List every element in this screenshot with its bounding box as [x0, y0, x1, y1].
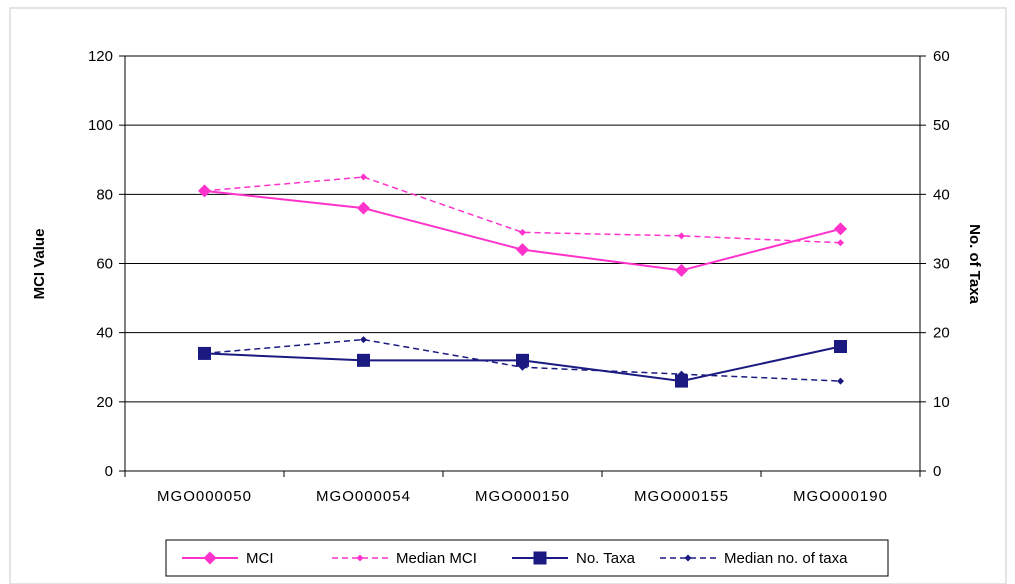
data-point [201, 349, 208, 357]
data-point [357, 353, 370, 367]
data-point [360, 336, 367, 344]
right-axis-ticks: 0 10 20 30 40 50 60 [920, 48, 950, 480]
x-tick-label: MGO000155 [634, 488, 729, 505]
y2-tick-label: 40 [933, 186, 950, 203]
data-point [519, 228, 526, 236]
data-point [834, 340, 847, 353]
legend-item: MCI [182, 550, 274, 567]
legend-label: No. Taxa [576, 550, 636, 567]
data-point [357, 201, 370, 215]
data-point [675, 374, 688, 388]
data-point [360, 173, 367, 181]
data-point [834, 222, 847, 236]
x-tick-label: MGO000190 [793, 488, 888, 505]
series-line [204, 176, 841, 244]
x-tick-label: MGO000054 [316, 488, 411, 505]
y-tick-label: 120 [88, 48, 113, 65]
data-point [201, 187, 208, 195]
y2-tick-label: 50 [933, 117, 950, 134]
y-tick-label: 20 [96, 394, 113, 411]
data-point [678, 370, 685, 378]
x-axis-ticks: MGO000050 MGO000054 MGO000150 MGO000155 MGO0… [124, 471, 921, 505]
data-point [837, 239, 844, 247]
data-point [684, 554, 692, 562]
legend-label: Median MCI [396, 550, 477, 567]
x-tick-label: MGO000150 [475, 488, 570, 505]
y2-axis-title: No. of Taxa [966, 224, 983, 304]
data-point [516, 243, 529, 257]
legend-item: Median no. of taxa [660, 550, 848, 567]
data-point [675, 263, 688, 277]
y2-tick-label: 20 [933, 325, 950, 342]
legend-item: Median MCI [332, 550, 477, 567]
y-tick-label: 40 [96, 325, 113, 342]
y-tick-label: 60 [96, 256, 113, 273]
legend-label: Median no. of taxa [724, 550, 848, 567]
gridlines [125, 55, 920, 403]
y-tick-label: 0 [105, 463, 113, 480]
data-point [516, 353, 529, 367]
y2-tick-label: 0 [933, 463, 941, 480]
series-group [198, 173, 847, 388]
series-median-no-of-taxa [201, 336, 844, 385]
legend-item: No. Taxa [512, 550, 636, 567]
x-tick-label: MGO000050 [157, 488, 252, 505]
y-tick-label: 100 [88, 117, 113, 134]
legend: MCI Median MCI No. Taxa Median no. of taxa [165, 539, 889, 577]
data-point [533, 551, 547, 565]
data-point [356, 554, 364, 562]
data-point [837, 377, 844, 385]
legend-label: MCI [246, 550, 274, 567]
data-point [519, 363, 526, 371]
data-point [203, 551, 217, 565]
y-axis-title: MCI Value [31, 229, 48, 300]
data-point [678, 232, 685, 240]
series-no-taxa [198, 340, 847, 388]
y2-tick-label: 60 [933, 48, 950, 65]
y2-tick-label: 30 [933, 256, 950, 273]
series-median-mci [201, 173, 844, 247]
chart-frame [9, 7, 1007, 584]
left-axis-ticks: 0 20 40 60 80 100 120 [88, 48, 125, 480]
y-tick-label: 80 [96, 186, 113, 203]
y2-tick-label: 10 [933, 394, 950, 411]
